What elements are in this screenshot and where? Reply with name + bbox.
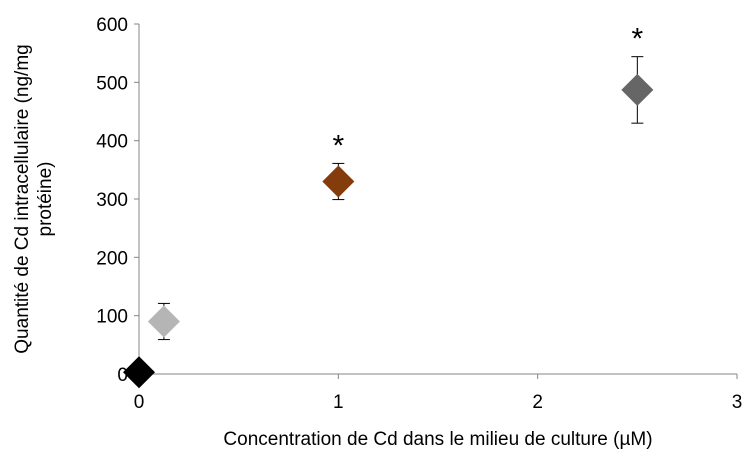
data-point: *: [322, 129, 355, 201]
x-tick-label: 1: [333, 392, 344, 413]
y-axis-title-line-1: Quantité de Cd intracellulaire (ng/mg: [12, 44, 33, 353]
data-marks: **: [123, 23, 654, 389]
diamond-marker: [322, 165, 355, 198]
data-point: *: [621, 23, 654, 124]
y-tick-label: 0: [117, 365, 128, 386]
x-tick-label: 3: [732, 392, 743, 413]
data-point: [147, 302, 180, 341]
y-axis-title-line-2: protéine): [35, 162, 56, 237]
x-axis-title: Concentration de Cd dans le milieu de cu…: [223, 429, 652, 450]
diamond-marker: [123, 356, 155, 389]
y-tick-label: 300: [96, 190, 128, 211]
significance-asterisk: *: [332, 129, 344, 162]
x-tick-label: 0: [134, 392, 145, 413]
y-tick-label: 100: [96, 307, 128, 328]
y-tick-label: 400: [96, 132, 128, 153]
tick-labels: 0 100 200 300 400 500 600 0 1 2 3: [96, 15, 742, 413]
y-tick-label: 600: [96, 15, 128, 36]
y-axis-title: Quantité de Cd intracellulaire (ng/mg pr…: [12, 44, 56, 353]
diamond-marker: [147, 305, 180, 338]
significance-asterisk: *: [631, 23, 643, 56]
diamond-marker: [621, 73, 654, 106]
data-point: [123, 356, 155, 389]
axes: [134, 23, 738, 379]
y-tick-label: 500: [96, 73, 128, 94]
y-tick-label: 200: [96, 248, 128, 269]
x-tick-label: 2: [532, 392, 543, 413]
